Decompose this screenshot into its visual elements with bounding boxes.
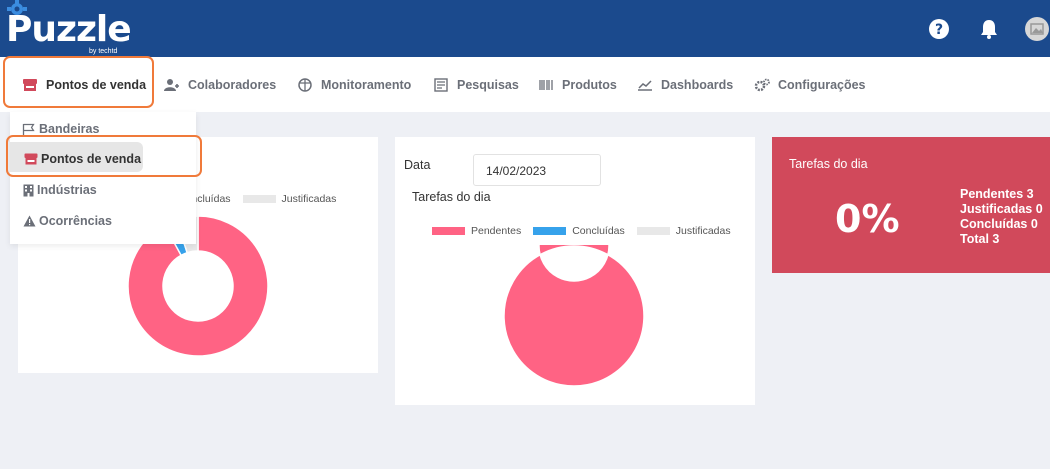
dropdown-item-bandeiras[interactable]: Bandeiras xyxy=(22,122,99,136)
nav-label: Dashboards xyxy=(661,77,734,92)
users-icon xyxy=(164,78,179,91)
legend-swatch-justificadas xyxy=(242,195,276,203)
dropdown-item-ocorrencias[interactable]: Ocorrências xyxy=(23,214,112,228)
chart-line-icon xyxy=(638,79,652,91)
summary-stats: Pendentes 3 Justificadas 0 Concluídas 0 … xyxy=(960,187,1043,247)
globe-icon xyxy=(298,77,312,92)
nav-label: Monitoramento xyxy=(321,77,412,92)
store-icon xyxy=(23,78,37,91)
chart-legend: Concluídas Justificadas xyxy=(178,193,348,205)
chart-card-2: Data 14/02/2023 Tarefas do dia Pendentes… xyxy=(395,137,755,405)
nav-produtos[interactable]: Produtos xyxy=(538,57,617,112)
stat-total: Total 3 xyxy=(960,232,1000,246)
top-header: Puzzle by techtd ? xyxy=(0,0,1050,57)
gears-icon xyxy=(754,78,770,91)
donut-chart-2[interactable] xyxy=(503,245,645,387)
dropdown-item-pontos-de-venda[interactable]: Pontos de venda xyxy=(24,152,141,166)
dropdown-label: Indústrias xyxy=(37,183,97,197)
legend-label-pendentes: Pendentes xyxy=(471,225,522,237)
help-icon[interactable]: ? xyxy=(927,17,951,41)
user-avatar[interactable] xyxy=(1025,17,1049,41)
flag-icon xyxy=(22,123,35,135)
nav-label: Produtos xyxy=(562,77,617,92)
legend-swatch-concluidas xyxy=(533,227,567,235)
notification-bell-icon[interactable] xyxy=(977,17,1001,41)
date-input[interactable]: 14/02/2023 xyxy=(473,154,601,186)
donut-slice-pendentes[interactable] xyxy=(127,215,269,357)
summary-card: Tarefas do dia 0% Pendentes 3 Justificad… xyxy=(772,137,1050,273)
dropdown-label: Ocorrências xyxy=(39,214,112,228)
nav-pesquisas[interactable]: Pesquisas xyxy=(433,57,519,112)
summary-percent: 0% xyxy=(835,197,900,241)
nav-label: Configurações xyxy=(778,77,866,92)
nav-configuracoes[interactable]: Configurações xyxy=(754,57,866,112)
stat-pendentes: Pendentes 3 xyxy=(960,187,1034,201)
logo-subtitle: by techtd xyxy=(89,48,118,55)
summary-title: Tarefas do dia xyxy=(789,157,868,171)
stat-justificadas: Justificadas 0 xyxy=(960,202,1043,216)
nav-pontos-de-venda[interactable]: Pontos de venda xyxy=(22,57,146,112)
nav-monitoramento[interactable]: Monitoramento xyxy=(297,57,411,112)
legend-label-justificadas: Justificadas xyxy=(281,193,337,205)
puzzle-piece-icon xyxy=(7,0,27,15)
nav-label: Colaboradores xyxy=(188,77,277,92)
date-label: Data xyxy=(404,158,431,172)
chart-legend: Pendentes Concluídas Justificadas xyxy=(432,225,743,237)
building-icon xyxy=(23,184,34,196)
warning-icon xyxy=(23,215,36,227)
chart-title: Tarefas do dia xyxy=(412,190,491,204)
dropdown-label: Bandeiras xyxy=(39,122,100,136)
logo-text: Puzzle xyxy=(6,9,132,50)
dropdown-item-industrias[interactable]: Indústrias xyxy=(23,183,97,197)
donut-slice-pendentes[interactable] xyxy=(503,245,645,387)
legend-swatch-justificadas xyxy=(636,227,670,235)
svg-text:?: ? xyxy=(935,22,943,38)
legend-swatch-pendentes xyxy=(432,227,465,235)
nav-colaboradores[interactable]: Colaboradores xyxy=(164,57,276,112)
store-icon xyxy=(24,153,38,165)
barcode-icon xyxy=(539,79,553,90)
legend-label-concluidas: Concluídas xyxy=(572,225,625,237)
pontos-de-venda-dropdown: Bandeiras Pontos de venda Indústrias Oco… xyxy=(10,112,196,244)
nav-dashboards[interactable]: Dashboards xyxy=(637,57,733,112)
stat-concluidas: Concluídas 0 xyxy=(960,217,1038,231)
main-navigation: Pontos de venda Colaboradores Monitorame… xyxy=(0,57,1050,112)
legend-label-justificadas: Justificadas xyxy=(675,225,731,237)
dropdown-label: Pontos de venda xyxy=(41,152,142,166)
nav-label: Pontos de venda xyxy=(46,77,147,92)
nav-label: Pesquisas xyxy=(457,77,519,92)
survey-icon xyxy=(434,77,448,92)
